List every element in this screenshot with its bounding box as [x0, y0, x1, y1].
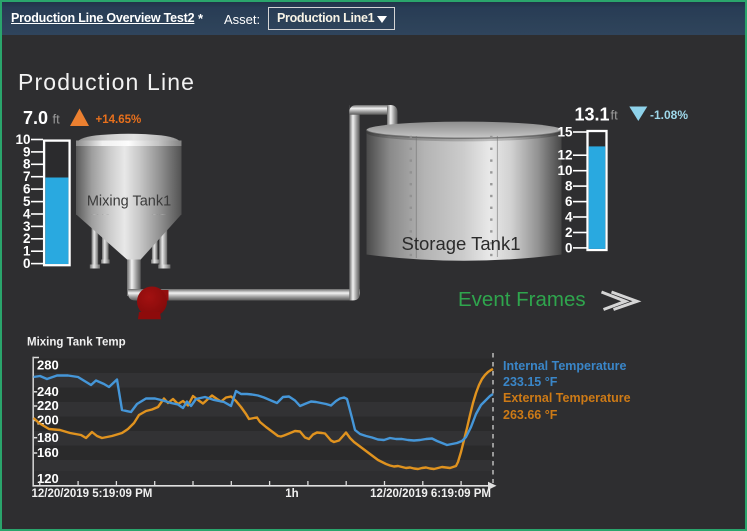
svg-text:2: 2 — [565, 225, 573, 240]
svg-text:7: 7 — [23, 169, 31, 184]
svg-text:13.1: 13.1 — [575, 105, 610, 125]
svg-text:12: 12 — [557, 148, 572, 163]
svg-text:Storage Tank1: Storage Tank1 — [402, 233, 521, 254]
svg-text:1h: 1h — [285, 488, 298, 500]
svg-text:160: 160 — [37, 445, 59, 460]
svg-text:9: 9 — [23, 144, 31, 159]
svg-text:6: 6 — [23, 182, 31, 197]
svg-text:200: 200 — [37, 413, 59, 428]
svg-text:0: 0 — [23, 256, 31, 271]
svg-text:5: 5 — [23, 194, 31, 209]
svg-text:2: 2 — [23, 231, 31, 246]
svg-text:280: 280 — [37, 358, 59, 373]
svg-text:ft: ft — [53, 112, 61, 127]
svg-text:Mixing Tank1: Mixing Tank1 — [87, 194, 171, 210]
svg-text:12/20/2019 6:19:09 PM: 12/20/2019 6:19:09 PM — [370, 488, 491, 500]
svg-text:180: 180 — [37, 430, 59, 445]
svg-text:15: 15 — [557, 124, 573, 139]
svg-text:Event Frames: Event Frames — [458, 288, 586, 311]
svg-text:Mixing Tank Temp: Mixing Tank Temp — [27, 337, 126, 349]
svg-text:220: 220 — [37, 398, 59, 413]
svg-text:10: 10 — [557, 163, 572, 178]
svg-text:3: 3 — [23, 219, 31, 234]
svg-text:6: 6 — [565, 194, 573, 209]
svg-text:Internal Temperature: Internal Temperature — [503, 359, 626, 373]
svg-text:233.15 °F: 233.15 °F — [503, 375, 558, 389]
svg-text:+14.65%: +14.65% — [96, 114, 142, 126]
svg-text:4: 4 — [23, 206, 31, 221]
svg-text:External Temperature: External Temperature — [503, 391, 631, 405]
svg-text:ft: ft — [611, 108, 619, 123]
svg-text:8: 8 — [565, 179, 573, 194]
svg-text:1: 1 — [23, 244, 31, 259]
svg-text:10: 10 — [15, 132, 30, 147]
svg-text:12/20/2019 5:19:09 PM: 12/20/2019 5:19:09 PM — [32, 488, 153, 500]
svg-text:120: 120 — [37, 471, 59, 486]
svg-text:8: 8 — [23, 157, 31, 172]
svg-text:-1.08%: -1.08% — [650, 108, 688, 122]
svg-text:240: 240 — [37, 384, 59, 399]
svg-text:0: 0 — [565, 240, 573, 255]
svg-text:7.0: 7.0 — [23, 108, 48, 128]
svg-text:263.66 °F: 263.66 °F — [503, 408, 558, 422]
svg-text:4: 4 — [565, 209, 573, 224]
